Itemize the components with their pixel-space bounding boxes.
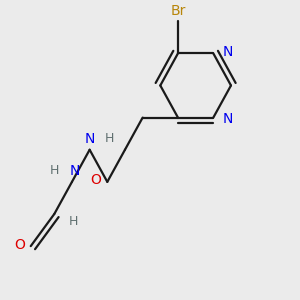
Text: O: O	[14, 238, 25, 252]
Text: N: N	[70, 164, 80, 178]
Text: H: H	[50, 164, 59, 177]
Text: N: N	[85, 132, 95, 145]
Text: N: N	[222, 112, 233, 126]
Text: O: O	[91, 172, 102, 187]
Text: H: H	[105, 131, 114, 145]
Text: H: H	[69, 215, 78, 228]
Text: Br: Br	[170, 4, 186, 18]
Text: N: N	[222, 45, 233, 59]
